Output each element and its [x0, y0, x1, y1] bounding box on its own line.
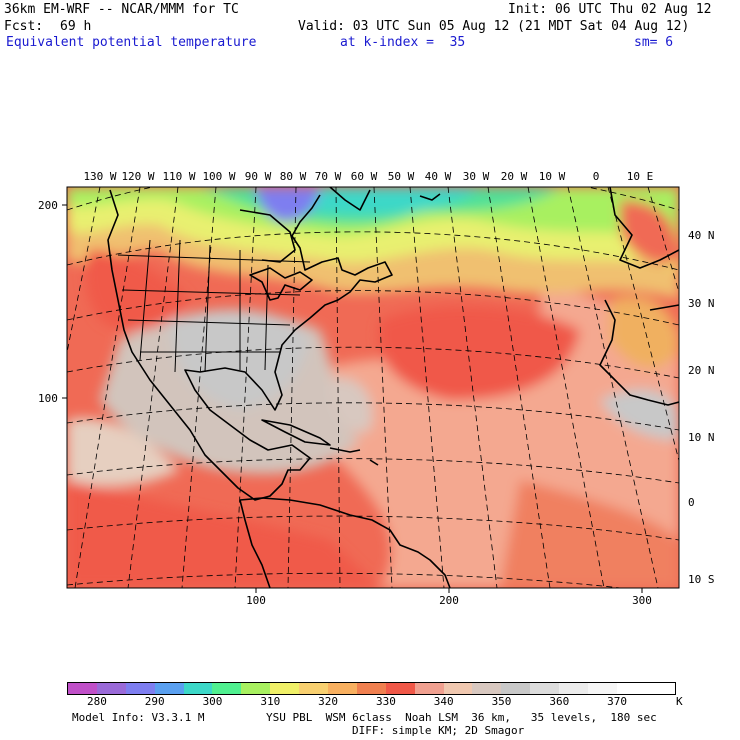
lon-label: 120 W — [121, 170, 154, 183]
forecast-label: Fcst: — [4, 19, 44, 34]
colorbar-label: 340 — [433, 695, 454, 708]
map-frame — [66, 186, 680, 589]
lon-label: 110 W — [162, 170, 195, 183]
colorbar-label: 310 — [260, 695, 281, 708]
graticule — [67, 187, 679, 588]
lat-label: 20 N — [688, 364, 715, 377]
colorbar-swatch — [501, 683, 531, 694]
colorbar-swatch — [472, 683, 502, 694]
colorbar-label: 330 — [375, 695, 396, 708]
colorbar-swatch — [154, 683, 184, 694]
level-info: at k-index = 35 — [340, 35, 466, 50]
forecast-hour: 69 h — [60, 19, 92, 34]
colorbar-unit: K — [676, 695, 683, 708]
lon-label: 70 W — [315, 170, 342, 183]
grid-y-label: 200 — [38, 199, 58, 212]
colorbar-swatch — [645, 683, 675, 694]
field-name: Equivalent potential temperature — [6, 35, 257, 50]
latitude-labels: 40 N 30 N 20 N 10 N 0 10 S — [688, 229, 715, 586]
lon-label: 60 W — [351, 170, 378, 183]
colorbar-swatch — [356, 683, 386, 694]
lat-label: 30 N — [688, 297, 715, 310]
colorbar-swatch — [299, 683, 329, 694]
colorbar-label: 300 — [202, 695, 223, 708]
colorbar-swatch — [588, 683, 617, 694]
colorbar-swatch — [385, 683, 415, 694]
longitude-labels: 130 W 120 W 110 W 100 W 90 W 80 W 70 W 6… — [83, 170, 653, 183]
lat-label: 10 N — [688, 431, 715, 444]
grid-y-label: 100 — [38, 392, 58, 405]
lon-label: 10 E — [627, 170, 654, 183]
colorbar-swatch — [270, 683, 300, 694]
grid-x-label: 300 — [632, 594, 652, 607]
lon-label: 30 W — [463, 170, 490, 183]
colorbar-swatch — [183, 683, 213, 694]
colorbar-swatch — [68, 683, 97, 694]
lon-label: 130 W — [83, 170, 116, 183]
colorbar-swatch — [530, 683, 560, 694]
colorbar-swatch — [212, 683, 242, 694]
colorbar-label: 360 — [549, 695, 570, 708]
lat-label: 10 S — [688, 573, 715, 586]
colorbar-label: 280 — [86, 695, 107, 708]
grid-index-labels: 200 100 100 200 300 — [38, 199, 652, 607]
valid-time: Valid: 03 UTC Sun 05 Aug 12 (21 MDT Sat … — [298, 19, 690, 34]
lat-label: 0 — [688, 496, 695, 509]
physics-line-1: YSU PBL WSM 6class Noah LSM 36 km, 35 le… — [266, 711, 657, 724]
lon-label: 80 W — [280, 170, 307, 183]
coastlines — [107, 187, 679, 588]
colorbar-swatch — [125, 683, 155, 694]
colorbar-swatch — [96, 683, 126, 694]
grid-x-label: 100 — [246, 594, 266, 607]
smoothing-info: sm= 6 — [634, 35, 674, 50]
colorbar-swatch — [616, 683, 646, 694]
lon-label: 100 W — [202, 170, 235, 183]
lon-label: 90 W — [245, 170, 272, 183]
grid-x-label: 200 — [439, 594, 459, 607]
colorbar — [67, 682, 676, 695]
colorbar-swatch — [443, 683, 473, 694]
init-time: Init: 06 UTC Thu 02 Aug 12 — [508, 2, 712, 17]
lon-label: 10 W — [539, 170, 566, 183]
model-info: Model Info: V3.3.1 M — [72, 711, 205, 724]
colorbar-label: 350 — [491, 695, 512, 708]
colorbar-label: 290 — [144, 695, 165, 708]
colorbar-label: 320 — [318, 695, 339, 708]
model-title: 36km EM-WRF -- NCAR/MMM for TC — [4, 2, 239, 17]
lat-label: 40 N — [688, 229, 715, 242]
lon-label: 50 W — [388, 170, 415, 183]
colorbar-label: 370 — [607, 695, 628, 708]
colorbar-swatch — [328, 683, 357, 694]
lon-label: 40 W — [425, 170, 452, 183]
physics-line-2: DIFF: simple KM; 2D Smagor — [352, 724, 525, 737]
frame-ticks — [62, 204, 643, 593]
colorbar-swatch — [414, 683, 444, 694]
lon-label: 0 — [593, 170, 600, 183]
lon-label: 20 W — [501, 170, 528, 183]
colorbar-swatch — [241, 683, 271, 694]
colorbar-swatch — [559, 683, 589, 694]
